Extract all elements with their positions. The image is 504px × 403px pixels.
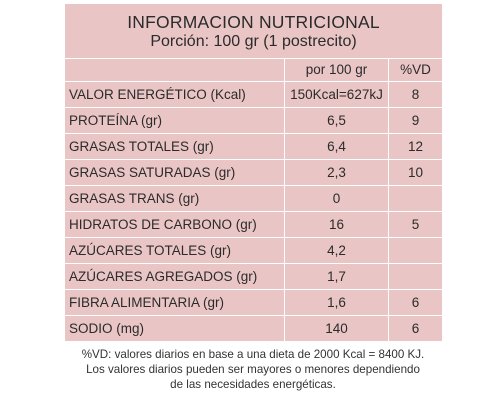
nutrient-name: SODIO (mg) xyxy=(64,315,285,342)
nutrient-vd: 5 xyxy=(387,211,444,238)
nutrient-value: 1,6 xyxy=(284,289,389,316)
table-row: VALOR ENERGÉTICO (Kcal) 150Kcal=627kJ 8 xyxy=(64,81,444,108)
nutrient-value: 6,5 xyxy=(284,107,389,134)
nutrient-name: GRASAS SATURADAS (gr) xyxy=(64,159,285,186)
nutrient-name: FIBRA ALIMENTARIA (gr) xyxy=(64,289,285,316)
table-row: GRASAS TOTALES (gr) 6,4 12 xyxy=(64,133,444,160)
nutrient-vd: 8 xyxy=(387,81,444,108)
table-title: INFORMACION NUTRICIONAL xyxy=(127,12,380,32)
title-row: INFORMACION NUTRICIONAL Porción: 100 gr … xyxy=(63,3,444,59)
header-vd: %VD xyxy=(387,58,444,82)
table-row: HIDRATOS DE CARBONO (gr) 16 5 xyxy=(64,211,444,238)
nutrient-vd: 12 xyxy=(387,133,444,160)
nutrient-value: 1,7 xyxy=(284,263,389,290)
table-row: AZÚCARES AGREGADOS (gr) 1,7 xyxy=(64,263,444,290)
footnote-line: Los valores diarios pueden ser mayores o… xyxy=(86,363,420,376)
nutrient-vd xyxy=(387,185,444,212)
nutrient-value: 0 xyxy=(284,185,389,212)
nutrient-vd xyxy=(387,263,444,290)
footnote-line: de las necesidades energéticas. xyxy=(170,378,336,391)
header-per-100g: por 100 gr xyxy=(284,58,389,82)
table-title-cell: INFORMACION NUTRICIONAL Porción: 100 gr … xyxy=(63,3,444,59)
nutrient-value: 140 xyxy=(284,315,389,342)
nutrient-value: 150Kcal=627kJ xyxy=(284,81,389,108)
nutrient-value: 2,3 xyxy=(284,159,389,186)
nutrient-vd: 10 xyxy=(387,159,444,186)
nutrient-name: GRASAS TRANS (gr) xyxy=(64,185,285,212)
footnote-line: %VD: valores diarios en base a una dieta… xyxy=(81,348,425,361)
nutrient-vd: 9 xyxy=(387,107,444,134)
nutrition-facts-table: INFORMACION NUTRICIONAL Porción: 100 gr … xyxy=(63,3,444,342)
nutrient-value: 16 xyxy=(284,211,389,238)
nutrient-name: AZÚCARES TOTALES (gr) xyxy=(64,237,285,264)
nutrient-vd: 6 xyxy=(387,289,444,316)
nutrient-value: 6,4 xyxy=(284,133,389,160)
nutrient-name: PROTEÍNA (gr) xyxy=(64,107,285,134)
table-row: GRASAS SATURADAS (gr) 2,3 10 xyxy=(64,159,444,186)
nutrient-name: HIDRATOS DE CARBONO (gr) xyxy=(64,211,285,238)
table-row: AZÚCARES TOTALES (gr) 4,2 xyxy=(64,237,444,264)
header-row: por 100 gr %VD xyxy=(64,58,444,82)
nutrient-vd: 6 xyxy=(387,315,444,342)
serving-size: Porción: 100 gr (1 postrecito) xyxy=(150,33,357,50)
table-row: SODIO (mg) 140 6 xyxy=(64,315,444,342)
nutrient-vd xyxy=(387,237,444,264)
nutrient-name: GRASAS TOTALES (gr) xyxy=(64,133,285,160)
table-row: FIBRA ALIMENTARIA (gr) 1,6 6 xyxy=(64,289,444,316)
table-row: PROTEÍNA (gr) 6,5 9 xyxy=(64,107,444,134)
nutrient-name: VALOR ENERGÉTICO (Kcal) xyxy=(64,81,285,108)
footnote: %VD: valores diarios en base a una dieta… xyxy=(64,347,442,392)
nutrient-name: AZÚCARES AGREGADOS (gr) xyxy=(64,263,285,290)
nutrient-value: 4,2 xyxy=(284,237,389,264)
table-row: GRASAS TRANS (gr) 0 xyxy=(64,185,444,212)
header-name xyxy=(64,58,285,82)
